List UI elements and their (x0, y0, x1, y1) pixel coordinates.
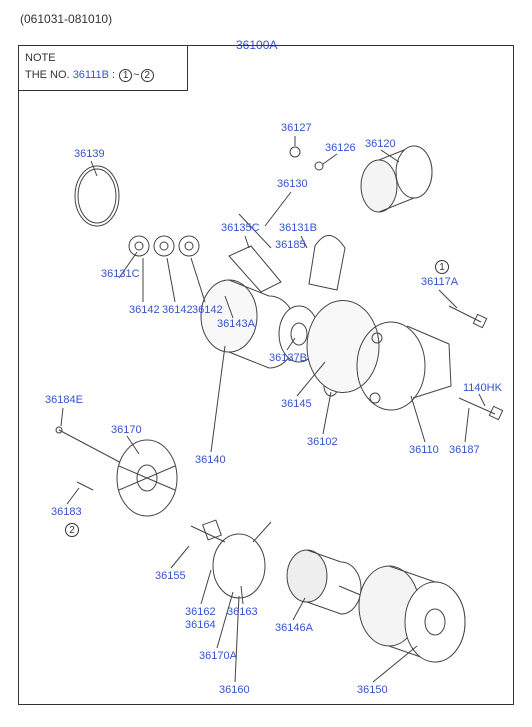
diagram-frame: NOTE THE NO. 36111B : 1~2 (18, 45, 514, 705)
part-label: 36170 (111, 424, 142, 436)
note-circ-2: 2 (141, 69, 154, 82)
callout-circle: 2 (65, 523, 79, 537)
page-header: (061031-081010) (20, 12, 112, 26)
note-prefix: THE NO. (25, 69, 70, 81)
part-label: 36142 (162, 304, 193, 316)
note-partnum: 36111B (73, 69, 109, 81)
part-label: 36183 (51, 506, 82, 518)
part-label: 36137B (269, 352, 307, 364)
part-label: 36131C (101, 268, 140, 280)
part-label: 36142 (129, 304, 160, 316)
part-label: 36170A (199, 650, 237, 662)
part-label: 36126 (325, 142, 356, 154)
part-label: 36130 (277, 178, 308, 190)
note-box: NOTE THE NO. 36111B : 1~2 (18, 45, 188, 91)
note-circ-1: 1 (119, 69, 132, 82)
note-line2: THE NO. 36111B : 1~2 (25, 67, 181, 84)
part-label: 36102 (307, 436, 338, 448)
part-label: 36117A (421, 276, 458, 288)
note-line1: NOTE (25, 50, 181, 67)
part-label: 36184E (45, 394, 83, 406)
part-label: 36185 (275, 239, 306, 251)
part-label: 36145 (281, 398, 312, 410)
part-label: 1140HK (463, 382, 502, 394)
part-label: 36164 (185, 619, 216, 631)
part-label: 36155 (155, 570, 186, 582)
part-label: 36187 (449, 444, 480, 456)
part-label: 36135C (221, 222, 260, 234)
diagram-svg (19, 46, 515, 706)
part-label: 36131B (279, 222, 317, 234)
part-label: 36143A (217, 318, 255, 330)
part-label: 36140 (195, 454, 226, 466)
part-label: 36110 (409, 444, 439, 456)
part-label: 36146A (275, 622, 313, 634)
part-label: 36160 (219, 684, 250, 696)
part-label: 36120 (365, 138, 396, 150)
part-label: 36162 (185, 606, 216, 618)
part-label: 36163 (227, 606, 258, 618)
callout-circle: 1 (435, 260, 449, 274)
part-label: 36127 (281, 122, 312, 134)
part-label: 36150 (357, 684, 388, 696)
part-label: 36139 (74, 148, 105, 160)
part-label: 36142 (192, 304, 223, 316)
